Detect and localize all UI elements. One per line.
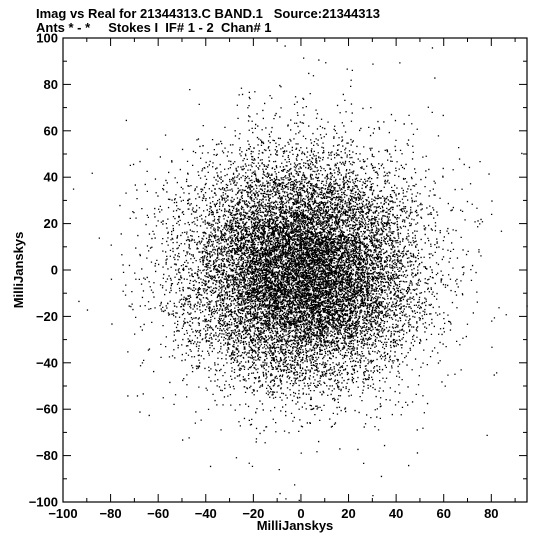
x-tick-label: −60: [147, 506, 169, 521]
chart-title: Imag vs Real for 21344313.C BAND.1 Sourc…: [36, 6, 380, 21]
x-tick-labels: −100 −80 −60 −40 −20 0 20 40 60 80: [48, 506, 498, 521]
data-points: [72, 45, 528, 502]
x-tick-label: −20: [242, 506, 264, 521]
y-tick-labels: −100 −80 −60 −40 −20 0 20 40 60 80 100: [29, 31, 58, 510]
y-tick-label: 0: [51, 263, 58, 278]
y-tick-label: 100: [36, 31, 58, 46]
y-axis-label: MilliJanskys: [11, 232, 26, 309]
axis-ticks: [62, 37, 527, 503]
y-tick-label: 40: [44, 170, 58, 185]
x-axis-label: MilliJanskys: [257, 518, 334, 533]
y-tick-label: −100: [29, 495, 58, 510]
y-tick-label: −20: [36, 309, 58, 324]
y-tick-label: 60: [44, 123, 58, 138]
x-tick-label: 40: [389, 506, 403, 521]
y-tick-label: 20: [44, 216, 58, 231]
x-tick-label: 80: [484, 506, 498, 521]
x-tick-label: 60: [436, 506, 450, 521]
x-tick-label: 0: [297, 506, 304, 521]
x-tick-label: 20: [341, 506, 355, 521]
y-tick-label: −80: [36, 448, 58, 463]
x-tick-label: −40: [195, 506, 217, 521]
scatter-points: [72, 45, 528, 502]
x-tick-label: −100: [48, 506, 77, 521]
chart-subtitle: Ants * - * Stokes I IF# 1 - 2 Chan# 1: [36, 20, 272, 35]
y-tick-label: −60: [36, 402, 58, 417]
y-tick-label: 80: [44, 77, 58, 92]
x-tick-label: −80: [100, 506, 122, 521]
y-tick-label: −40: [36, 355, 58, 370]
